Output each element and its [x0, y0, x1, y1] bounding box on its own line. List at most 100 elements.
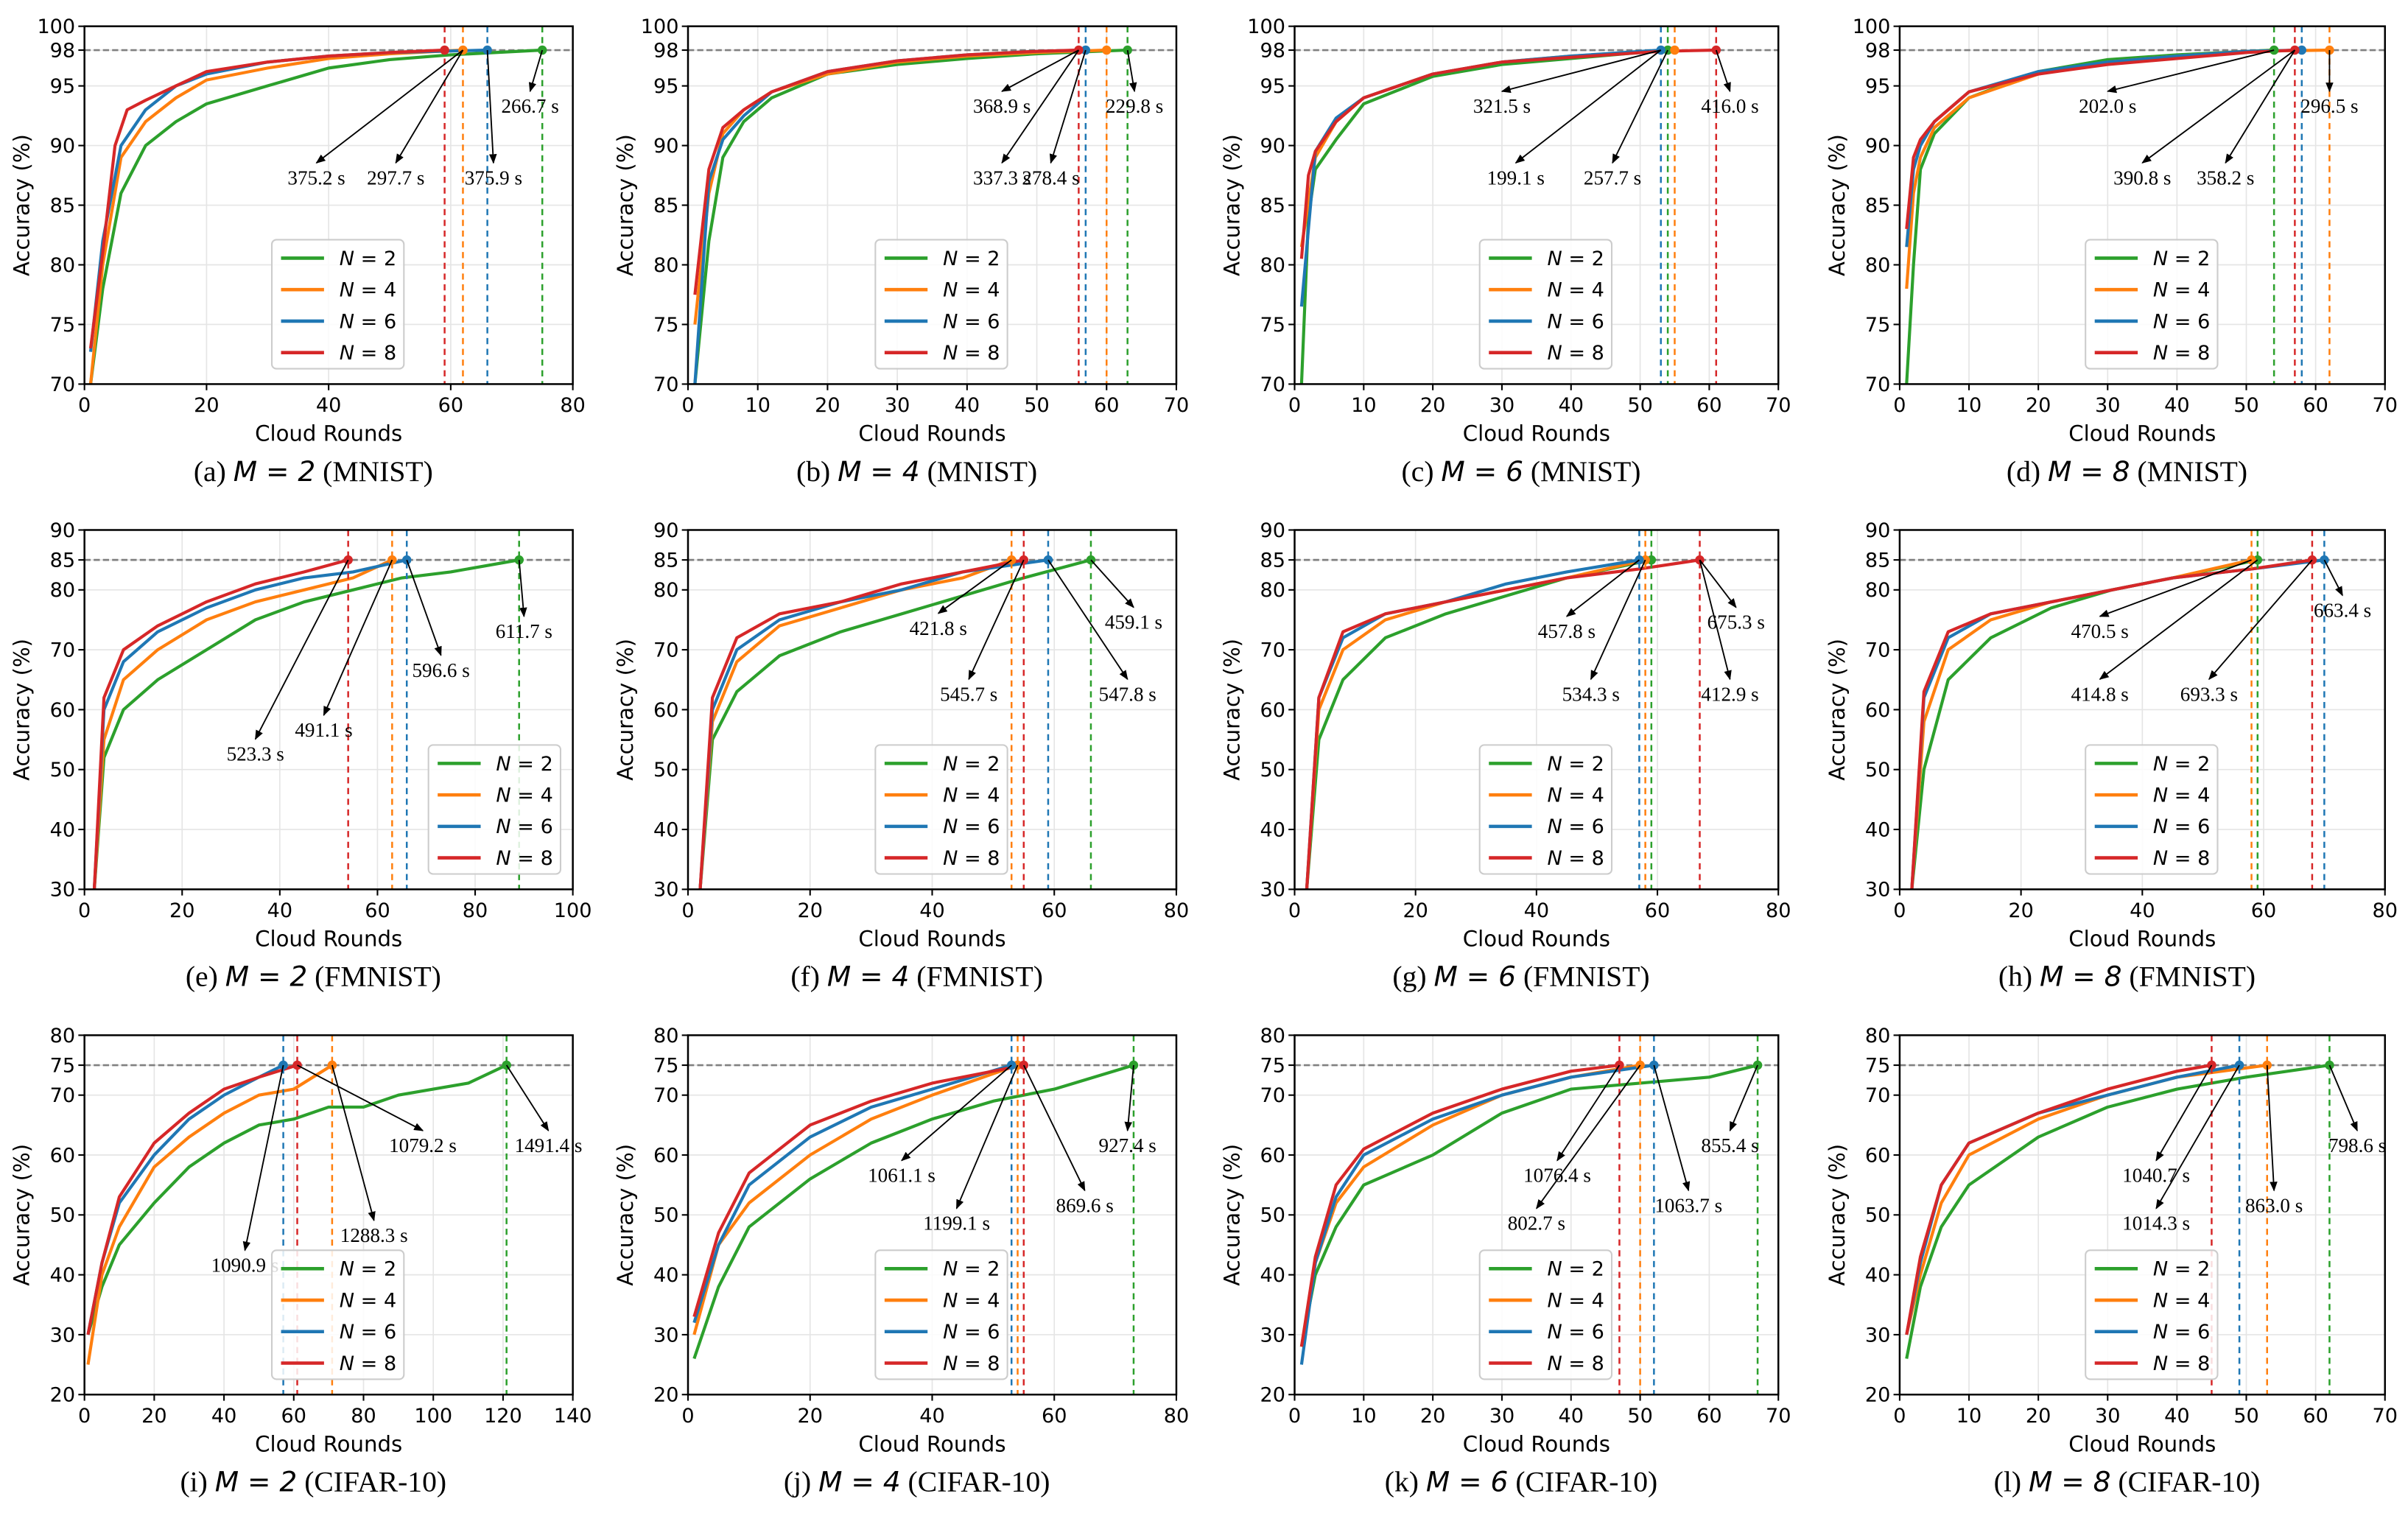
y-tick-label: 50 — [653, 1204, 678, 1227]
annotation-arrow — [1612, 49, 1668, 164]
legend-label: N = 6 — [943, 310, 1000, 333]
legend-value: = 2 — [2168, 248, 2210, 270]
annotation-arrow — [528, 49, 544, 93]
legend-label: N = 2 — [1547, 1258, 1604, 1281]
x-tick-label: 80 — [1766, 899, 1791, 922]
y-tick-label: 95 — [653, 75, 678, 98]
legend-var: N — [340, 1258, 354, 1281]
series-line-N-8 — [693, 48, 1079, 295]
caption-prefix: (b) — [796, 455, 838, 488]
y-axis-label: Accuracy (%) — [1219, 639, 1244, 781]
annotation-label: 1063.7 s — [1654, 1194, 1722, 1216]
x-tick-label: 80 — [1164, 899, 1189, 922]
legend-var: N — [943, 784, 958, 807]
legend-label: N = 8 — [1547, 1352, 1604, 1375]
legend-label: N = 8 — [2153, 1352, 2210, 1375]
legend-var: N — [2153, 784, 2168, 807]
x-tick-label: 10 — [1956, 394, 1981, 417]
x-tick-label: 40 — [2164, 394, 2189, 417]
legend-value: = 2 — [2168, 753, 2210, 776]
y-tick-label: 70 — [50, 1084, 75, 1107]
caption-prefix: (c) — [1402, 455, 1442, 488]
legend-var: N — [2153, 1321, 2168, 1344]
x-tick-label: 100 — [414, 1405, 452, 1428]
axes-frame — [687, 25, 1178, 385]
legend-var: N — [943, 1352, 958, 1375]
x-tick-label: 80 — [560, 394, 585, 417]
legend-var: N — [1547, 248, 1562, 270]
legend-box — [2085, 239, 2219, 370]
y-axis-label: Accuracy (%) — [613, 639, 638, 781]
y-tick-label: 90 — [50, 519, 75, 542]
legend-value: = 4 — [511, 784, 553, 807]
legend-var: N — [340, 342, 354, 365]
subplot-caption: (b) M = 4 (MNIST) — [796, 455, 1037, 488]
y-tick-label: 50 — [1260, 1204, 1285, 1227]
annotation-arrow — [968, 559, 1025, 681]
legend-label: N = 4 — [1547, 279, 1604, 302]
caption-suffix: (CIFAR-10) — [297, 1466, 446, 1498]
x-tick-label: 70 — [2372, 1405, 2397, 1428]
legend-value: = 6 — [2168, 310, 2210, 333]
x-tick-label: 60 — [365, 899, 390, 922]
x-tick-label: 80 — [463, 899, 488, 922]
legend-value: = 2 — [958, 248, 1000, 270]
legend-value: = 8 — [2168, 847, 2210, 870]
annotation-arrow — [242, 1064, 284, 1252]
y-tick-label: 40 — [1865, 818, 1890, 841]
y-axis-label: Accuracy (%) — [10, 134, 35, 276]
annotation-label: 470.5 s — [2071, 620, 2129, 642]
legend-value: = 4 — [958, 279, 1000, 302]
subplot-caption: (g) M = 6 (FMNIST) — [1392, 961, 1649, 993]
y-tick-label: 85 — [653, 194, 678, 217]
annotation-label: 675.3 s — [1707, 611, 1765, 633]
y-tick-label: 50 — [1865, 1204, 1890, 1227]
axes-frame — [1898, 25, 2386, 385]
convergence-marker-N-8 — [440, 45, 449, 55]
legend-var: N — [1547, 1352, 1562, 1375]
legend-value: = 8 — [2168, 1352, 2210, 1375]
annotation-label: 297.7 s — [367, 166, 424, 189]
x-tick-label: 70 — [1164, 394, 1189, 417]
y-tick-label: 50 — [1865, 759, 1890, 782]
legend-label: N = 6 — [1547, 815, 1604, 838]
y-tick-label: 85 — [1260, 194, 1285, 217]
annotation-arrow — [486, 50, 497, 164]
axes-frame — [687, 1034, 1178, 1396]
caption-var: M = 8 — [2029, 1466, 2111, 1498]
legend-label: N = 4 — [2153, 1289, 2210, 1312]
y-tick-label: 100 — [1247, 15, 1285, 38]
caption-prefix: (l) — [1994, 1466, 2029, 1498]
annotation-label: 375.2 s — [287, 166, 345, 189]
legend-var: N — [340, 248, 354, 270]
legend: N = 2N = 4N = 6N = 8 — [874, 239, 1008, 370]
legend-label: N = 2 — [943, 753, 1000, 776]
annotation-label: 1491.4 s — [515, 1134, 583, 1156]
caption-prefix: (i) — [180, 1466, 214, 1498]
legend-label: N = 8 — [943, 1352, 1000, 1375]
subplot-l: 0 10 20 30 40 50 60 70 20 30 40 50 60 70 75 80 Cloud Rou… — [1825, 1025, 2398, 1498]
y-tick-label: 60 — [50, 1144, 75, 1167]
legend-label: N = 6 — [2153, 815, 2210, 838]
annotation-arrow — [315, 49, 464, 164]
legend-value: = 8 — [511, 847, 553, 870]
y-tick-label: 50 — [50, 759, 75, 782]
legend-var: N — [2153, 1352, 2168, 1375]
x-tick-label: 10 — [745, 394, 770, 417]
x-tick-label: 80 — [2372, 899, 2397, 922]
annotation-label: 296.5 s — [2300, 95, 2358, 117]
x-tick-label: 50 — [2233, 1405, 2258, 1428]
x-tick-label: 40 — [267, 899, 292, 922]
annotation-label: 1014.3 s — [2122, 1212, 2190, 1235]
legend-var: N — [943, 1289, 958, 1312]
series-line-N-2 — [1299, 1064, 1758, 1347]
subplot-caption: (f) M = 4 (FMNIST) — [790, 961, 1043, 993]
legend-box — [270, 1249, 405, 1380]
legend: N = 2N = 4N = 6N = 8 — [1478, 239, 1613, 370]
series-line-N-8 — [1299, 48, 1716, 259]
legend-var: N — [943, 1321, 958, 1344]
x-tick-label: 40 — [1559, 1405, 1584, 1428]
legend-value: = 2 — [511, 753, 553, 776]
x-tick-label: 20 — [141, 1405, 166, 1428]
legend-label: N = 8 — [1547, 342, 1604, 365]
